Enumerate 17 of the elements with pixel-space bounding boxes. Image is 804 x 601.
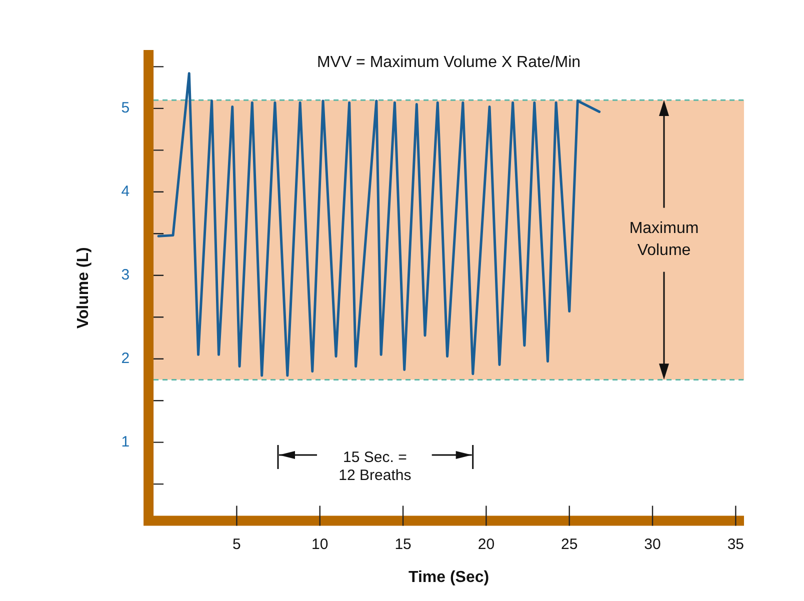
x-axis-title: Time (Sec) — [408, 568, 490, 586]
x-tick-label: 30 — [644, 536, 661, 553]
y-axis-title: Volume (L) — [75, 247, 92, 329]
y-tick-label: 1 — [121, 433, 130, 450]
x-tick-label: 25 — [561, 536, 578, 553]
y-tick-label: 2 — [121, 350, 130, 367]
y-tick-label: 5 — [121, 100, 130, 117]
annotation: MVV = Maximum Volume X Rate/Min — [316, 54, 582, 72]
band-label: Maximum Volume — [628, 218, 700, 261]
x-tick-label: 35 — [727, 536, 744, 553]
x-tick-label: 10 — [312, 536, 328, 553]
annotation: 15 Sec. = 12 Breaths — [338, 448, 412, 485]
x-tick-label: 20 — [478, 536, 495, 553]
x-tick-label: 5 — [232, 536, 241, 553]
x-tick-label: 15 — [394, 536, 412, 553]
y-tick-label: 3 — [121, 266, 130, 284]
y-tick-label: 4 — [121, 183, 130, 200]
